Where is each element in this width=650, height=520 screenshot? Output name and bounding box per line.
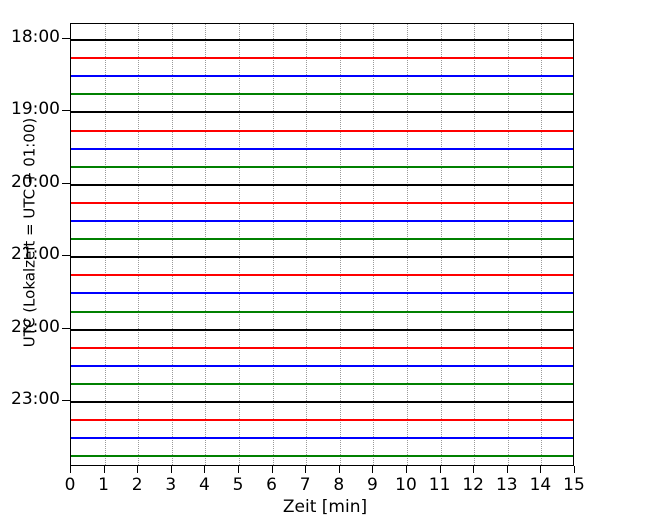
gridline-vertical bbox=[373, 24, 375, 465]
series-line bbox=[71, 292, 573, 295]
x-axis-tick-label: 5 bbox=[232, 475, 244, 495]
x-axis-tick-label: 2 bbox=[131, 475, 143, 495]
x-axis-tick-label: 3 bbox=[165, 475, 177, 495]
series-line bbox=[71, 419, 573, 422]
gridline-vertical bbox=[205, 24, 207, 465]
x-axis-tick bbox=[473, 466, 475, 473]
series-line bbox=[71, 401, 573, 403]
gridline-vertical bbox=[138, 24, 140, 465]
gridline-vertical bbox=[104, 24, 106, 465]
x-axis-tick bbox=[204, 466, 206, 473]
x-axis-tick-label: 4 bbox=[198, 475, 210, 495]
y-axis-tick-label: 19:00 bbox=[11, 99, 60, 120]
gridline-vertical bbox=[239, 24, 240, 465]
x-axis-tick bbox=[271, 466, 273, 473]
gridline-vertical bbox=[306, 24, 308, 465]
series-line bbox=[71, 183, 573, 186]
y-axis-tick bbox=[62, 400, 70, 401]
series-line bbox=[71, 111, 573, 114]
gridline-vertical bbox=[507, 24, 509, 465]
series-line bbox=[71, 455, 573, 458]
series-line bbox=[71, 346, 573, 349]
series-line bbox=[71, 310, 573, 313]
x-axis-tick bbox=[506, 466, 508, 473]
gridline-vertical bbox=[541, 24, 543, 465]
series-line bbox=[71, 57, 573, 60]
series-line bbox=[71, 39, 573, 41]
gridline-vertical bbox=[440, 24, 442, 465]
x-axis-tick bbox=[103, 466, 105, 473]
series-line bbox=[71, 238, 573, 241]
x-axis-tick bbox=[540, 466, 542, 473]
y-axis-tick bbox=[62, 182, 70, 184]
y-axis-tick-label: 20:00 bbox=[11, 171, 60, 192]
gridline-vertical bbox=[272, 24, 274, 465]
x-axis-tick-label: 7 bbox=[299, 475, 311, 495]
series-line bbox=[71, 220, 573, 222]
y-axis-tick bbox=[62, 327, 70, 329]
x-axis-tick-label: 8 bbox=[333, 475, 345, 495]
x-axis-tick-label: 1 bbox=[98, 475, 109, 495]
series-line bbox=[71, 382, 573, 385]
y-axis-tick-label: 21:00 bbox=[11, 244, 60, 265]
gridline-vertical bbox=[474, 24, 476, 465]
x-axis-tick bbox=[238, 466, 239, 473]
series-line bbox=[71, 129, 573, 132]
series-line bbox=[71, 165, 573, 168]
x-axis-tick bbox=[439, 466, 441, 473]
x-axis-tick bbox=[372, 466, 374, 473]
series-line bbox=[71, 256, 573, 259]
x-axis-tick-label: 13 bbox=[495, 475, 518, 495]
series-line bbox=[71, 328, 573, 331]
series-line bbox=[71, 364, 573, 367]
x-axis-tick-label: 12 bbox=[462, 475, 484, 495]
x-axis-tick bbox=[70, 466, 71, 473]
x-axis-label: Zeit [min] bbox=[282, 497, 368, 517]
x-axis-tick-label: 14 bbox=[529, 475, 552, 495]
gridline-vertical bbox=[171, 24, 173, 465]
x-axis-tick bbox=[574, 466, 575, 473]
x-axis-tick-label: 6 bbox=[266, 475, 277, 495]
series-line bbox=[71, 437, 573, 440]
x-axis-tick bbox=[170, 466, 172, 473]
series-line bbox=[71, 274, 573, 277]
x-axis-tick-label: 15 bbox=[563, 475, 585, 495]
series-line bbox=[71, 75, 573, 78]
y-axis-tick bbox=[62, 38, 70, 39]
series-line bbox=[71, 93, 573, 96]
x-axis-tick-label: 0 bbox=[64, 475, 76, 495]
y-axis-tick-label: 23:00 bbox=[11, 389, 60, 409]
y-axis-tick-label: 18:00 bbox=[11, 27, 60, 47]
x-axis-tick-label: 10 bbox=[395, 475, 417, 495]
x-axis-tick-label: 11 bbox=[428, 475, 451, 495]
plot-area bbox=[70, 23, 574, 466]
y-axis-tick bbox=[62, 255, 70, 257]
y-axis-tick-label: 22:00 bbox=[11, 316, 60, 337]
series-line bbox=[71, 147, 573, 150]
gridline-vertical bbox=[339, 24, 341, 465]
x-axis-tick bbox=[305, 466, 307, 473]
y-axis-tick bbox=[62, 110, 70, 112]
x-axis-tick bbox=[338, 466, 340, 473]
gridline-vertical bbox=[407, 24, 408, 465]
x-axis-tick bbox=[137, 466, 139, 473]
y-axis-label: UTC (Lokalzeit = UTC + 01:00) bbox=[20, 117, 39, 348]
series-line bbox=[71, 201, 573, 204]
x-axis-tick-label: 9 bbox=[366, 475, 378, 495]
x-axis-tick bbox=[406, 466, 407, 473]
